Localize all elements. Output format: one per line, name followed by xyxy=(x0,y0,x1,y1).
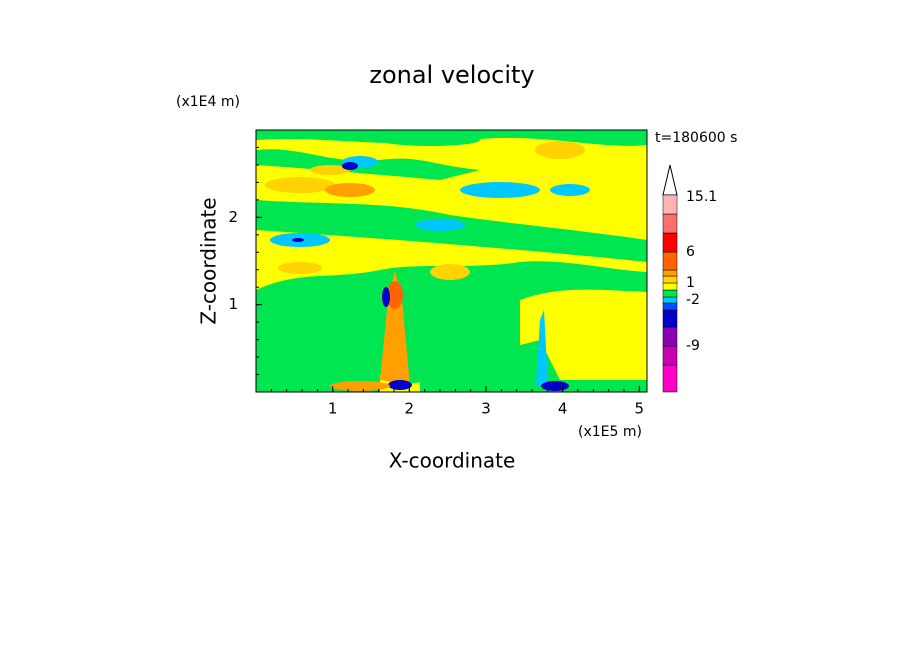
x-tick-label: 4 xyxy=(558,400,568,418)
colorbar-swatch xyxy=(662,364,678,393)
y-tick-label: 1 xyxy=(228,295,238,313)
x-tick-label: 3 xyxy=(481,400,491,418)
colorbar-swatch xyxy=(662,194,678,215)
colorbar-swatch xyxy=(662,296,678,304)
colorbar-label: -9 xyxy=(686,338,700,354)
colorbar-swatch xyxy=(662,213,678,234)
colorbar-swatch xyxy=(662,251,678,271)
y-tick-label: 2 xyxy=(228,208,238,226)
plot-frame xyxy=(255,129,648,393)
colorbar-swatch xyxy=(662,269,678,277)
contour-field xyxy=(256,130,647,392)
x-unit-label: (x1E5 m) xyxy=(578,424,642,440)
x-tick-label: 2 xyxy=(405,400,415,418)
time-label: t=180600 s xyxy=(655,130,737,146)
colorbar-swatch xyxy=(662,282,678,291)
colorbar-label: -2 xyxy=(686,292,700,308)
x-axis-label: X-coordinate xyxy=(389,449,516,473)
colorbar-label: 6 xyxy=(686,244,695,260)
colorbar-swatch xyxy=(662,232,678,253)
y-unit-label: (x1E4 m) xyxy=(176,94,240,110)
colorbar-swatch xyxy=(662,345,678,366)
x-tick-label: 1 xyxy=(328,400,338,418)
y-axis-label: Z-coordinate xyxy=(197,197,221,324)
colorbar-label: 15.1 xyxy=(686,189,717,205)
x-tick-label: 5 xyxy=(635,400,645,418)
chart-title: zonal velocity xyxy=(369,61,534,89)
colorbar-label: 1 xyxy=(686,275,695,291)
colorbar-swatch xyxy=(662,289,678,298)
colorbar-swatch xyxy=(662,326,678,347)
colorbar-swatch xyxy=(662,309,678,328)
colorbar-swatch xyxy=(662,302,678,311)
colorbar-arrow xyxy=(662,164,678,196)
colorbar-swatch xyxy=(662,275,678,284)
